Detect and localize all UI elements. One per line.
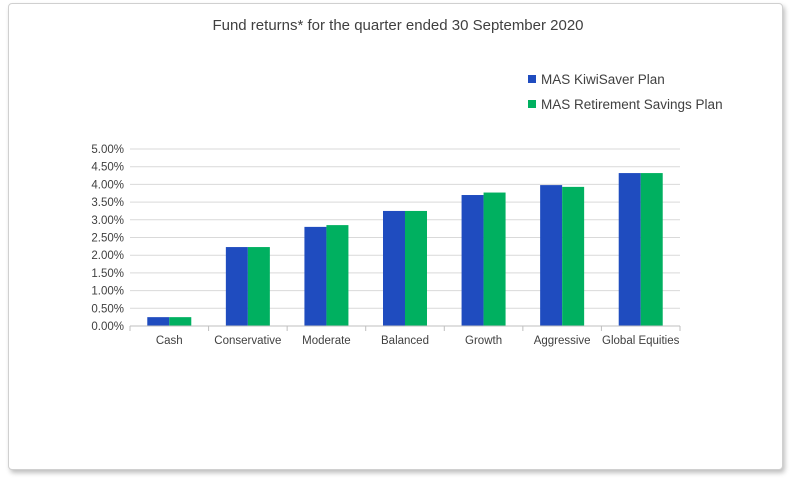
bar-kiwisaver [383,210,405,326]
bar-retirement-savings [483,192,506,326]
y-tick-label: 2.50% [91,233,124,245]
bar-kiwisaver [225,247,248,326]
y-tick-label: 3.00% [91,215,124,227]
bar-kiwisaver [540,185,563,326]
legend-label-retirement-savings: MAS Retirement Savings Plan [541,97,723,112]
y-tick-label: 2.00% [91,250,124,262]
legend-swatch-kiwisaver [528,75,536,83]
y-tick-label: 4.50% [91,162,124,174]
bar-retirement-savings [640,173,663,326]
bar-retirement-savings [562,186,585,326]
gridlines [130,148,680,309]
y-tick-label: 0.50% [91,303,124,315]
x-tick-label: Balanced [381,335,429,347]
bar-kiwisaver [304,226,327,326]
bar-retirement-savings [247,247,270,326]
x-tick-label: Growth [465,335,502,347]
bar-kiwisaver [618,173,641,326]
bar-retirement-savings [169,317,192,326]
legend: MAS KiwiSaver Plan MAS Retirement Saving… [528,72,723,112]
y-tick-label: 1.00% [91,286,124,298]
x-tick-label: Aggressive [534,335,591,347]
y-axis-tick-labels: 0.00% 0.50% 1.00% 1.50% 2.00% 2.50% 3.00% 3.50%… [91,144,124,333]
y-tick-label: 0.00% [91,321,124,333]
chart-title: Fund returns* for the quarter ended 30 S… [212,17,583,34]
x-tick-label: Cash [156,335,183,347]
x-tick-label: Global Equities [602,335,680,347]
legend-label-kiwisaver: MAS KiwiSaver Plan [541,72,665,87]
y-tick-label: 5.00% [91,144,124,156]
bar-retirement-savings [405,210,427,326]
y-tick-label: 4.00% [91,179,124,191]
bars [147,173,663,326]
y-tick-label: 1.50% [91,268,124,280]
bar-retirement-savings [326,225,349,326]
x-axis: Cash Conservative Moderate Balanced Growth Ag… [129,325,681,347]
x-tick-label: Moderate [302,335,351,347]
bar-kiwisaver [461,195,484,326]
bar-kiwisaver [147,317,170,326]
x-tick-label: Conservative [214,335,281,347]
y-tick-label: 3.50% [91,197,124,209]
legend-swatch-retirement-savings [528,100,536,108]
